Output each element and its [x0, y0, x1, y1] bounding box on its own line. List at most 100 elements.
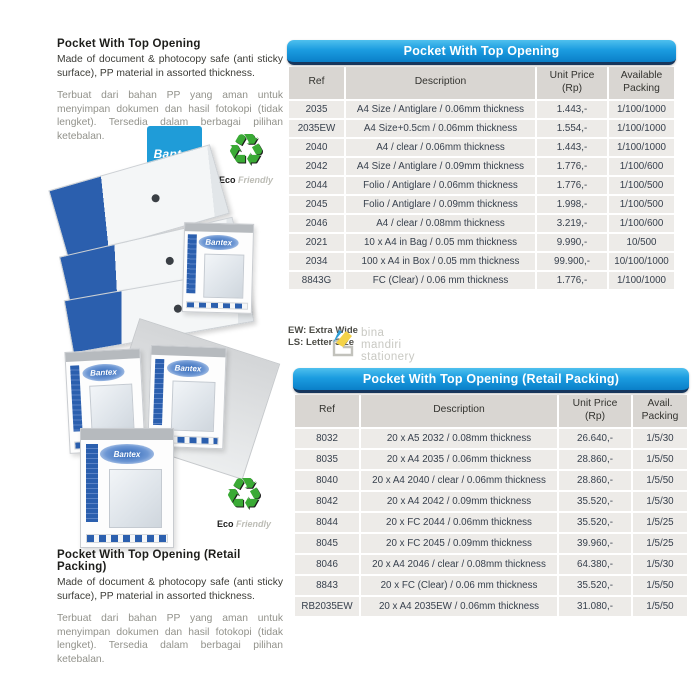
bantex-oval-logo: Bantex	[81, 362, 126, 383]
packing-cell: 1/100/1000	[609, 271, 674, 289]
table-row: 8045 20 x FC 2045 / 0.09mm thickness 39.…	[295, 533, 687, 553]
packing-cell: 1/5/25	[633, 512, 687, 532]
description-cell: 20 x A4 2035 / 0.06mm thickness	[361, 449, 557, 469]
section-heading: Pocket With Top Opening	[57, 38, 201, 50]
table-title-banner: Pocket With Top Opening (Retail Packing)	[293, 368, 689, 393]
packing-cell: 1/100/500	[609, 195, 674, 213]
table-row: 8042 20 x A4 2042 / 0.09mm thickness 35.…	[295, 491, 687, 511]
packing-cell: 10/100/1000	[609, 252, 674, 270]
eco-friendly-label: Eco Friendly	[218, 175, 274, 185]
ref-cell: 8042	[295, 491, 359, 511]
description-cell: 100 x A4 in Box / 0.05 mm thickness	[346, 252, 535, 270]
unit-price-cell: 39.960,-	[559, 533, 631, 553]
store-watermark-icon	[332, 330, 354, 357]
table-title-banner: Pocket With Top Opening	[287, 40, 676, 65]
col-header-description: Description	[346, 67, 535, 99]
packing-cell: 1/100/600	[609, 157, 674, 175]
table-row: 2045 Folio / Antiglare / 0.09mm thicknes…	[289, 195, 674, 213]
ref-cell: 8046	[295, 554, 359, 574]
table-row: 8032 20 x A5 2032 / 0.08mm thickness 26.…	[295, 428, 687, 448]
description-cell: 20 x A4 2046 / clear / 0.08mm thickness	[361, 554, 557, 574]
packing-cell: 1/5/50	[633, 470, 687, 490]
table-row: 2034 100 x A4 in Box / 0.05 mm thickness…	[289, 252, 674, 270]
packing-cell: 1/5/50	[633, 596, 687, 616]
description-cell: 20 x A4 2040 / clear / 0.06mm thickness	[361, 470, 557, 490]
ref-cell: 8044	[295, 512, 359, 532]
unit-price-cell: 64.380,-	[559, 554, 631, 574]
unit-price-cell: 28.860,-	[559, 470, 631, 490]
table-row: RB2035EW 20 x A4 2035EW / 0.06mm thickne…	[295, 596, 687, 616]
section-body-indonesian: Terbuat dari bahan PP yang aman untuk me…	[57, 613, 283, 665]
col-header-unit-price: Unit Price (Rp)	[537, 67, 607, 99]
description-cell: 20 x FC 2044 / 0.06mm thickness	[361, 512, 557, 532]
ref-cell: 2040	[289, 138, 344, 156]
description-cell: 20 x FC (Clear) / 0.06 mm thickness	[361, 575, 557, 595]
table-row: 8044 20 x FC 2044 / 0.06mm thickness 35.…	[295, 512, 687, 532]
table-row: 2035EW A4 Size+0.5cm / 0.06mm thickness …	[289, 119, 674, 137]
note-letter-size: LS: Letter Size	[288, 336, 354, 348]
bantex-oval-logo: Bantex	[198, 234, 239, 251]
packing-cell: 1/100/1000	[609, 100, 674, 118]
table-row: 2046 A4 / clear / 0.08mm thickness 3.219…	[289, 214, 674, 232]
table-row: 8843G FC (Clear) / 0.06 mm thickness 1.7…	[289, 271, 674, 289]
description-cell: 20 x A4 2035EW / 0.06mm thickness	[361, 596, 557, 616]
note-extra-wide: EW: Extra Wide	[288, 325, 358, 336]
description-cell: A4 / clear / 0.08mm thickness	[346, 214, 535, 232]
description-cell: A4 Size+0.5cm / 0.06mm thickness	[346, 119, 535, 137]
unit-price-cell: 1.776,-	[537, 157, 607, 175]
unit-price-cell: 9.990,-	[537, 233, 607, 251]
product-photo-montage: Bantex ♻PP Eco Friendly Bantex Bantex Ba…	[48, 120, 287, 560]
unit-price-cell: 26.640,-	[559, 428, 631, 448]
ref-cell: 2035EW	[289, 119, 344, 137]
unit-price-cell: 1.776,-	[537, 176, 607, 194]
price-table: Ref Description Unit Price (Rp) Avail. P…	[293, 393, 689, 618]
ref-cell: 8032	[295, 428, 359, 448]
table-row: 8843 20 x FC (Clear) / 0.06 mm thickness…	[295, 575, 687, 595]
ref-cell: 2034	[289, 252, 344, 270]
packing-cell: 1/100/1000	[609, 138, 674, 156]
description-cell: 20 x FC 2045 / 0.09mm thickness	[361, 533, 557, 553]
ref-cell: RB2035EW	[295, 596, 359, 616]
packing-cell: 10/500	[609, 233, 674, 251]
unit-price-cell: 3.219,-	[537, 214, 607, 232]
eco-friendly-label: Eco Friendly	[216, 519, 272, 529]
recycle-icon: ♻ PP	[226, 126, 266, 175]
packing-cell: 1/5/25	[633, 533, 687, 553]
ref-cell: 2035	[289, 100, 344, 118]
table-row: 2044 Folio / Antiglare / 0.06mm thicknes…	[289, 176, 674, 194]
unit-price-cell: 1.554,-	[537, 119, 607, 137]
description-cell: 20 x A4 2042 / 0.09mm thickness	[361, 491, 557, 511]
eco-friendly-badge: ♻ PP Eco Friendly	[205, 472, 283, 530]
packing-cell: 1/100/600	[609, 214, 674, 232]
description-cell: A4 Size / Antiglare / 0.06mm thickness	[346, 100, 535, 118]
packing-cell: 1/100/500	[609, 176, 674, 194]
unit-price-cell: 31.080,-	[559, 596, 631, 616]
section-retail-packing: Pocket With Top Opening (Retail Packing)…	[57, 549, 283, 666]
ref-cell: 8843G	[289, 271, 344, 289]
size-abbreviation-notes: EW: Extra Wide LS: Letter Size	[288, 325, 358, 348]
packing-cell: 1/5/30	[633, 428, 687, 448]
section-body-indonesian: Terbuat dari bahan PP yang aman untuk me…	[57, 90, 283, 142]
section-body-english: Made of document & photocopy safe (anti …	[57, 577, 283, 602]
ref-cell: 2021	[289, 233, 344, 251]
pp-material-label: PP	[239, 491, 249, 499]
table-row: 2042 A4 Size / Antiglare / 0.09mm thickn…	[289, 157, 674, 175]
ref-cell: 8035	[295, 449, 359, 469]
section-top-opening: Pocket With Top Opening Made of document…	[57, 38, 283, 143]
ref-cell: 8843	[295, 575, 359, 595]
table-row: 8035 20 x A4 2035 / 0.06mm thickness 28.…	[295, 449, 687, 469]
bantex-oval-logo: Bantex	[100, 444, 154, 465]
description-cell: A4 / clear / 0.06mm thickness	[346, 138, 535, 156]
packing-cell: 1/5/30	[633, 554, 687, 574]
packing-cell: 1/5/50	[633, 449, 687, 469]
ref-cell: 8045	[295, 533, 359, 553]
table-row: 8040 20 x A4 2040 / clear / 0.06mm thick…	[295, 470, 687, 490]
ref-cell: 2046	[289, 214, 344, 232]
unit-price-cell: 1.998,-	[537, 195, 607, 213]
table-row: 2021 10 x A4 in Bag / 0.05 mm thickness …	[289, 233, 674, 251]
retail-pack-image: Bantex	[181, 222, 255, 314]
unit-price-cell: 35.520,-	[559, 491, 631, 511]
col-header-ref: Ref	[289, 67, 344, 99]
table-row: 2035 A4 Size / Antiglare / 0.06mm thickn…	[289, 100, 674, 118]
price-table: Ref Description Unit Price (Rp) Availabl…	[287, 65, 676, 291]
